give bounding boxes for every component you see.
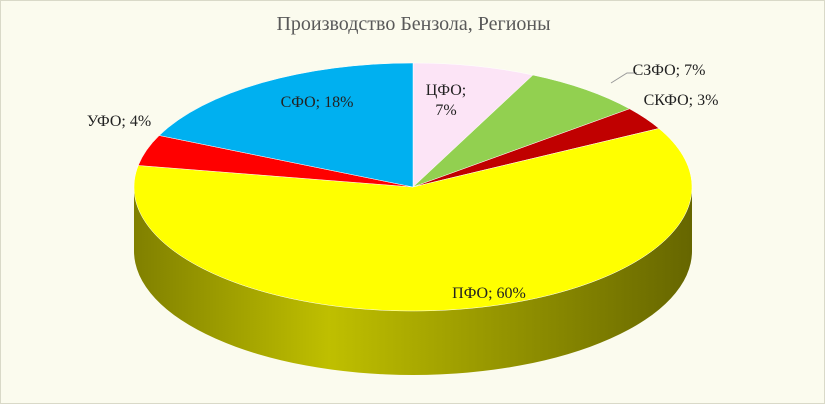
data-label: УФО; 4% (86, 113, 152, 130)
chart-title: Производство Бензола, Регионы (276, 13, 551, 35)
data-label: ПФО; 60% (452, 285, 526, 302)
leader-line (610, 72, 637, 84)
data-label: СФО; 18% (280, 94, 354, 111)
pie-slice (412, 62, 534, 188)
data-label: ЦФО; 7% (425, 82, 467, 119)
pie-slice (412, 74, 631, 188)
pie-slice (133, 128, 693, 312)
data-label: СЗФО; 7% (632, 62, 706, 79)
slice-side (134, 187, 692, 375)
data-label: СКФО; 3% (643, 92, 719, 109)
pie-slice (158, 62, 414, 188)
